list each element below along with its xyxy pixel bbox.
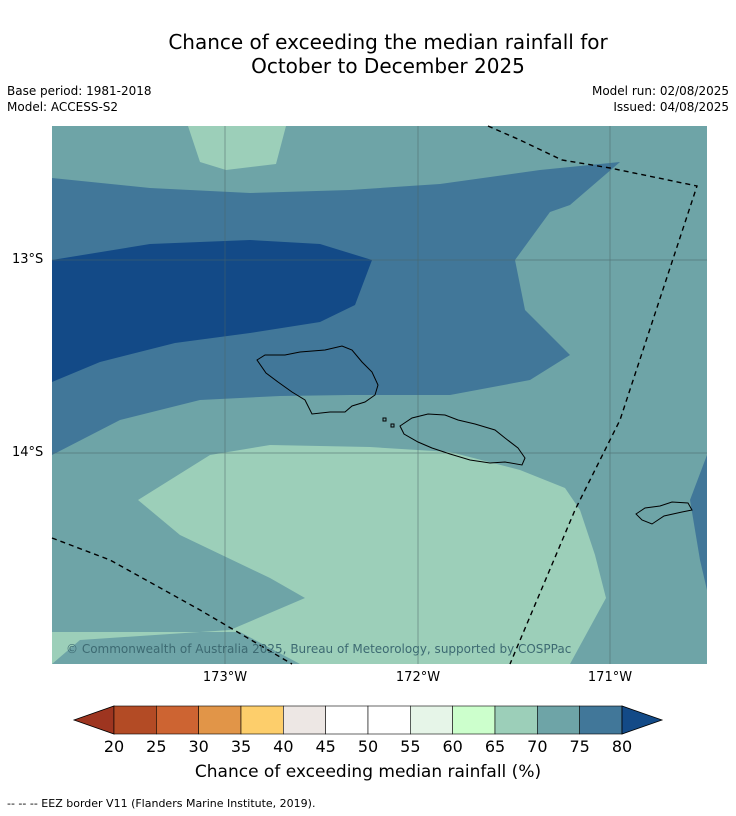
lat-label-13s: 13°S (12, 252, 44, 267)
eez-border-north (487, 125, 698, 665)
colorbar-label: Chance of exceeding median rainfall (%) (194, 762, 542, 782)
colorbar-tick-80: 80 (611, 737, 633, 756)
colorbar-tick-25: 25 (146, 737, 167, 756)
colorbar-segment-75-80 (579, 705, 623, 735)
colorbar-segment-25-30 (156, 705, 199, 735)
colorbar-tick-55: 55 (400, 737, 421, 756)
colorbar-tick-20: 20 (103, 737, 125, 756)
colorbar-segment-70-75 (537, 705, 580, 735)
colorbar-segment-50-55 (367, 705, 411, 735)
colorbar-tick-45: 45 (315, 737, 336, 756)
colorbar-tick-75: 75 (569, 737, 590, 756)
colorbar-segment-20-25 (113, 705, 157, 735)
colorbar-segment-30-35 (198, 705, 242, 735)
colorbar-segment-60-65 (452, 705, 496, 735)
contour-65-70-north (188, 126, 286, 170)
colorbar-tick-60: 60 (442, 737, 463, 756)
lat-label-14s: 14°S (12, 445, 44, 460)
colorbar-tick-70: 70 (527, 737, 548, 756)
eez-footnote: -- -- -- EEZ border V11 (Flanders Marine… (7, 797, 316, 810)
small-islet-1 (382, 417, 387, 422)
lon-label-172w: 172°W (395, 670, 441, 685)
contour-80-plus (52, 240, 372, 382)
islands (256, 345, 693, 525)
map-title: Chance of exceeding the median rainfall … (0, 30, 736, 78)
copyright-notice: © Commonwealth of Australia 2025, Bureau… (66, 642, 572, 656)
colorbar-segment-55-60 (410, 705, 453, 735)
base-period: Base period: 1981-2018 (7, 84, 152, 98)
title-line-1: Chance of exceeding the median rainfall … (168, 30, 608, 54)
contour-fill (52, 126, 707, 664)
contour-65-70-south (52, 445, 606, 664)
colorbar-extend-low (72, 705, 115, 735)
graticule (52, 126, 707, 664)
colorbar-tick-35: 35 (230, 737, 252, 756)
lon-label-173w: 173°W (202, 670, 248, 685)
savaii-island (256, 345, 379, 415)
tutuila-island (635, 501, 693, 525)
colorbar-graphic (72, 705, 664, 735)
upolu-island (399, 413, 526, 466)
colorbar-tick-50: 50 (357, 737, 379, 756)
colorbar-segment-45-50 (325, 705, 369, 735)
title-line-2: October to December 2025 (251, 54, 525, 78)
colorbar-tick-65: 65 (484, 737, 506, 756)
small-islet-2 (390, 423, 395, 428)
meta-right: Model run: 02/08/2025 Issued: 04/08/2025 (592, 83, 729, 115)
model-name: Model: ACCESS-S2 (7, 100, 119, 114)
lon-label-171w: 171°W (587, 670, 633, 685)
issued-date: Issued: 04/08/2025 (613, 100, 729, 114)
colorbar-segment-40-45 (283, 705, 326, 735)
colorbar-tick-40: 40 (273, 737, 294, 756)
eez-border-southwest (51, 537, 293, 665)
meta-left: Base period: 1981-2018 Model: ACCESS-S2 (7, 83, 152, 115)
contour-75-80-east (690, 455, 707, 590)
colorbar-segment-35-40 (240, 705, 284, 735)
colorbar-segment-65-70 (494, 705, 538, 735)
eez-borders (51, 125, 698, 665)
colorbar-extend-high (621, 705, 664, 735)
model-run: Model run: 02/08/2025 (591, 84, 729, 98)
colorbar-tick-30: 30 (188, 737, 209, 756)
